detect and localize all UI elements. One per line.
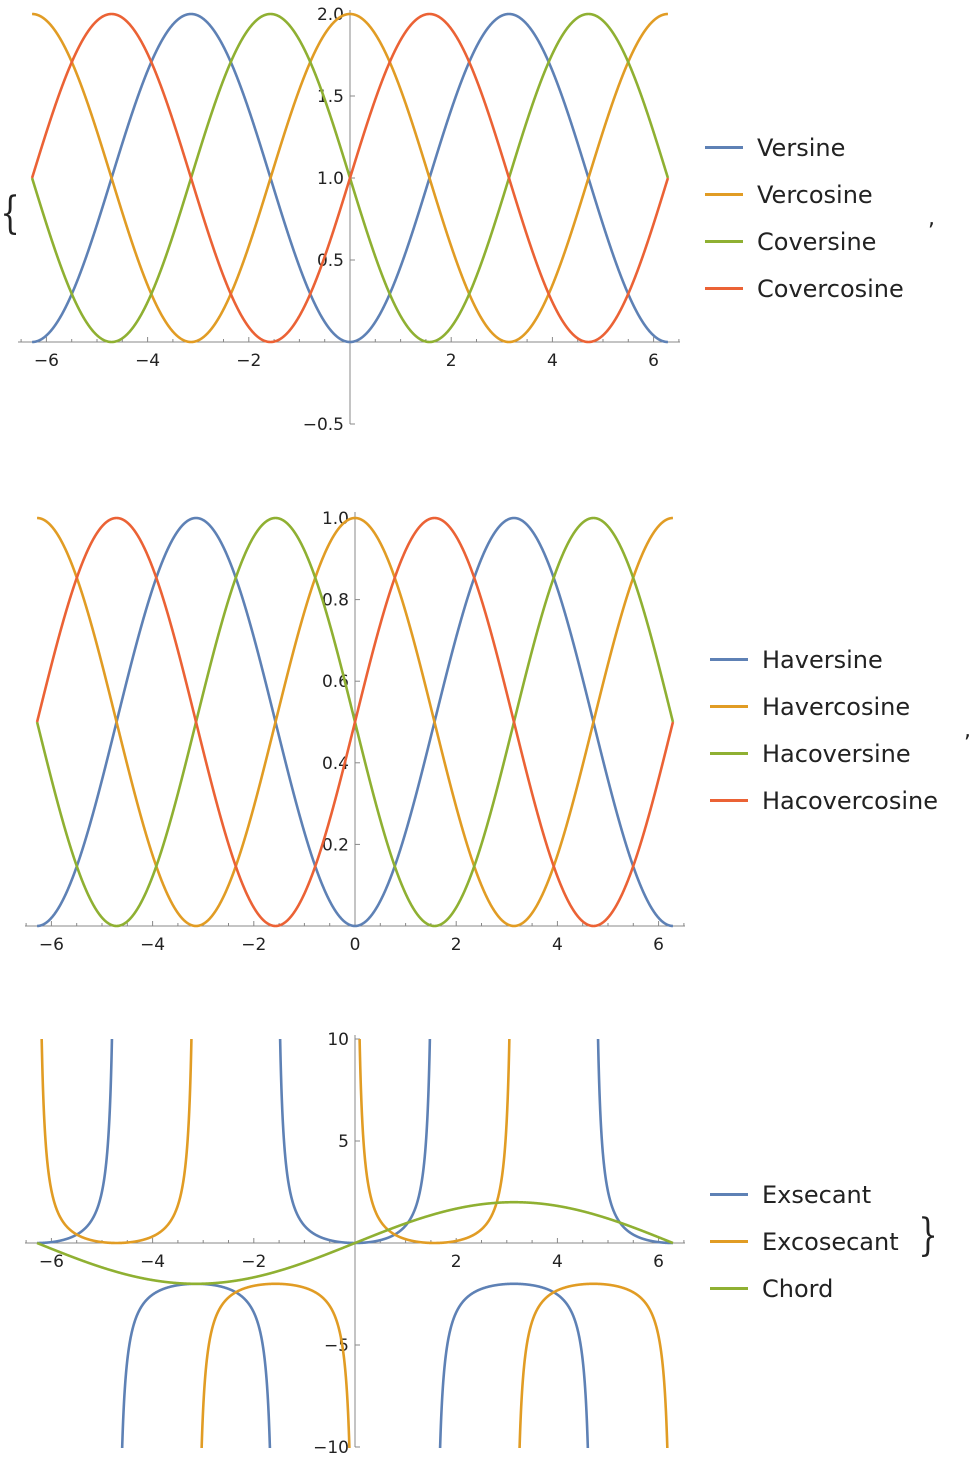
- y-tick-label: 0.8: [322, 591, 349, 611]
- y-tick-label: 10: [327, 1030, 349, 1050]
- legend-swatch: [705, 146, 743, 149]
- y-tick-label: −0.5: [303, 415, 344, 435]
- legend-item-exsecant: Exsecant: [710, 1171, 899, 1218]
- legend-swatch: [710, 1193, 748, 1196]
- x-tick-label: 0: [350, 935, 361, 955]
- chart-1: −6 −4 −2 2 4 6−0.50.51.01.52.0: [18, 5, 680, 435]
- x-tick-label: 6: [648, 351, 659, 371]
- comma-1: ,: [928, 206, 935, 231]
- legend-label: Excosecant: [762, 1227, 899, 1256]
- x-tick-label: −6: [39, 1252, 64, 1272]
- legend-label: Havercosine: [762, 692, 911, 721]
- y-tick-label: 5: [338, 1132, 349, 1152]
- y-tick-label: 1.0: [322, 509, 349, 529]
- legend-label: Haversine: [762, 645, 883, 674]
- y-tick-label: 2.0: [317, 5, 344, 25]
- legend-label: Chord: [762, 1274, 834, 1303]
- x-tick-label: −4: [135, 351, 160, 371]
- y-tick-label: −5: [324, 1336, 349, 1356]
- y-tick-label: 0.2: [322, 835, 349, 855]
- legend-swatch: [705, 287, 743, 290]
- series-vercosine: [32, 12, 668, 344]
- legend-label: Vercosine: [757, 180, 873, 209]
- legend-item-excosecant: Excosecant: [710, 1218, 899, 1265]
- legend-item-coversine: Coversine: [705, 218, 904, 265]
- series-chord: [36, 1200, 674, 1286]
- series-havercosine: [37, 516, 673, 928]
- x-tick-label: −2: [236, 351, 261, 371]
- x-tick-label: 2: [446, 351, 457, 371]
- x-tick-label: −2: [241, 935, 266, 955]
- comma-2: ,: [964, 718, 971, 743]
- legend-item-hacoversine: Hacoversine: [710, 730, 938, 777]
- legend-swatch: [710, 1287, 748, 1290]
- legend-plot-3: Exsecant Excosecant Chord: [710, 1171, 899, 1312]
- x-tick-label: −6: [34, 351, 59, 371]
- legend-swatch: [710, 705, 748, 708]
- y-tick-label: 0.6: [322, 672, 349, 692]
- x-tick-label: 2: [451, 1252, 462, 1272]
- x-tick-label: −6: [39, 935, 64, 955]
- legend-item-hacovercosine: Hacovercosine: [710, 777, 938, 824]
- chart-3: −6 −4 −2 2 4 6 −10 −5 5 10: [25, 1030, 685, 1458]
- series-haversine: [37, 516, 673, 928]
- series-versine: [32, 12, 668, 344]
- x-tick-label: 6: [653, 935, 664, 955]
- series-hacovercosine: [35, 516, 675, 928]
- x-tick-label: −4: [140, 1252, 165, 1272]
- legend-swatch: [710, 658, 748, 661]
- x-tick-label: 4: [552, 935, 563, 955]
- x-tick-label: −4: [140, 935, 165, 955]
- x-tick-label: 4: [552, 1252, 563, 1272]
- y-tick-label: 1.0: [317, 169, 344, 189]
- legend-swatch: [705, 193, 743, 196]
- series-excosecant: [40, 1039, 669, 1448]
- x-tick-label: 2: [451, 935, 462, 955]
- legend-item-versine: Versine: [705, 124, 904, 171]
- legend-swatch: [710, 1240, 748, 1243]
- legend-swatch: [710, 752, 748, 755]
- legend-label: Hacoversine: [762, 739, 911, 768]
- open-brace: {: [0, 188, 20, 239]
- legend-label: Covercosine: [757, 274, 904, 303]
- legend-plot-2: Haversine Havercosine Hacoversine Hacoverco…: [710, 636, 938, 824]
- legend-label: Exsecant: [762, 1180, 872, 1209]
- x-tick-label: 4: [547, 351, 558, 371]
- y-tick-label: 1.5: [317, 87, 344, 107]
- legend-label: Coversine: [757, 227, 877, 256]
- series-covercosine: [30, 12, 670, 344]
- legend-plot-1: Versine Vercosine Coversine Covercosine: [705, 124, 904, 312]
- legend-item-vercosine: Vercosine: [705, 171, 904, 218]
- legend-label: Versine: [757, 133, 846, 162]
- legend-item-havercosine: Havercosine: [710, 683, 938, 730]
- legend-swatch: [710, 799, 748, 802]
- x-tick-label: −2: [241, 1252, 266, 1272]
- legend-label: Hacovercosine: [762, 786, 938, 815]
- chart-2: −6 −4 −2 0 2 4 60.20.40.60.81.0: [25, 509, 685, 955]
- y-tick-label: −10: [313, 1438, 349, 1458]
- x-tick-label: 6: [653, 1252, 664, 1272]
- legend-swatch: [705, 240, 743, 243]
- legend-item-covercosine: Covercosine: [705, 265, 904, 312]
- close-brace: }: [918, 1210, 938, 1261]
- legend-item-haversine: Haversine: [710, 636, 938, 683]
- legend-item-chord: Chord: [710, 1265, 899, 1312]
